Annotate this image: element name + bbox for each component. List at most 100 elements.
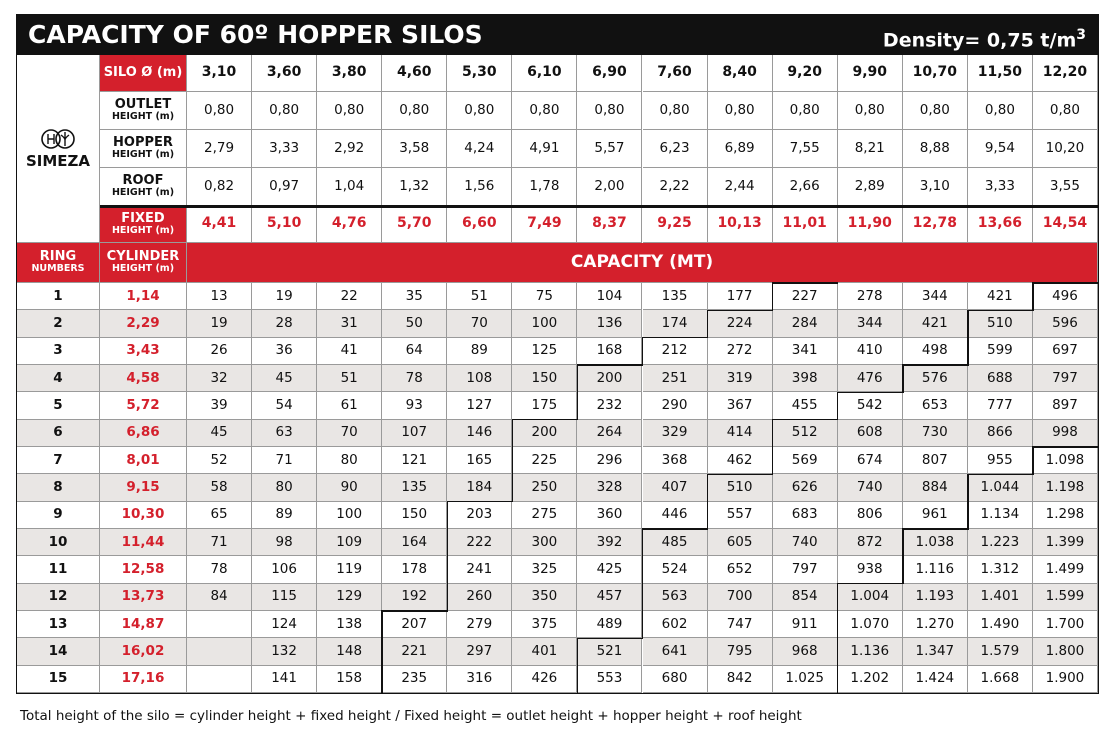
capacity-cell: 78 [187, 556, 253, 584]
value: 136 [596, 315, 623, 332]
value: 697 [1052, 342, 1078, 359]
capacity-cell: 98 [252, 529, 318, 557]
capacity-cell: 897 [1032, 392, 1098, 420]
logo-cell: SIMEZA [17, 55, 100, 243]
value: 19 [210, 315, 228, 332]
value: 1.202 [850, 670, 890, 687]
capacity-cell: 1.399 [1032, 529, 1098, 557]
ring-number: 14 [17, 638, 100, 666]
value: 807 [921, 451, 948, 468]
capacity-cell: 90 [317, 474, 383, 502]
capacity-cell: 596 [1032, 310, 1098, 338]
value: 58 [210, 479, 228, 496]
dimension-cell: 5,70 [382, 206, 448, 243]
value: 542 [856, 397, 883, 414]
dimension-cell: 0,82 [187, 168, 253, 206]
value: 462 [726, 451, 753, 468]
dimension-cell: 10,20 [1032, 130, 1098, 168]
value: 328 [596, 479, 623, 496]
value: 279 [466, 615, 493, 632]
value: 10,70 [912, 64, 957, 81]
value: 5,10 [266, 215, 302, 232]
value: 12 [48, 588, 68, 605]
capacity-cell: 225 [512, 447, 578, 475]
value: 1.312 [980, 561, 1020, 578]
value: 71 [275, 451, 293, 468]
capacity-cell: 1.134 [967, 501, 1033, 529]
header: CAPACITY (MT) [570, 252, 714, 273]
capacity-cell: 184 [447, 474, 513, 502]
capacity-cell: 35 [382, 283, 448, 311]
dimension-cell: 1,32 [382, 168, 448, 206]
capacity-cell: 911 [772, 611, 838, 639]
capacity-cell: 360 [577, 501, 643, 529]
value: 9 [53, 506, 63, 523]
capacity-cell: 1.025 [772, 665, 838, 693]
capacity-cell: 1.193 [902, 583, 968, 611]
ring-number: 10 [17, 529, 100, 557]
capacity-cell: 58 [187, 474, 253, 502]
value: 212 [661, 342, 688, 359]
capacity-cell: 70 [447, 310, 513, 338]
dimension-cell: 0,80 [707, 92, 773, 130]
dimension-cell: 0,80 [447, 92, 513, 130]
value: 1.800 [1045, 643, 1085, 660]
value: 1.025 [785, 670, 824, 687]
rule [836, 582, 839, 694]
value: 0,80 [854, 102, 885, 119]
value: 563 [661, 588, 688, 605]
sublabel: HEIGHT (m) [111, 149, 175, 161]
dimension-cell: 2,44 [707, 168, 773, 206]
dimension-cell: 2,22 [642, 168, 708, 206]
capacity-cell: 608 [837, 419, 903, 447]
dimension-cell: 5,57 [577, 130, 643, 168]
value: 80 [340, 451, 358, 468]
value: 425 [596, 561, 623, 578]
value: 0,80 [204, 102, 235, 119]
value: 222 [466, 533, 493, 550]
value: 961 [921, 506, 948, 523]
value: 132 [271, 643, 297, 660]
dimension-cell: 1,56 [447, 168, 513, 206]
capacity-header: CAPACITY (MT) [187, 243, 1098, 283]
capacity-cell: 747 [707, 611, 773, 639]
value: 135 [401, 479, 428, 496]
dimension-cell: 3,10 [902, 168, 968, 206]
capacity-cell: 1.270 [902, 611, 968, 639]
value: 730 [921, 424, 948, 441]
value: 7,49 [527, 215, 562, 232]
capacity-cell: 125 [512, 337, 578, 365]
value: 9,20 [787, 64, 822, 81]
value: 52 [210, 451, 228, 468]
value: 6 [53, 424, 63, 441]
value: 165 [466, 451, 493, 468]
value: 150 [531, 369, 558, 386]
dimension-cell: 4,60 [382, 55, 448, 92]
capacity-cell: 510 [707, 474, 773, 502]
value: 489 [596, 615, 623, 632]
value: 227 [791, 287, 818, 304]
capacity-cell: 700 [707, 583, 773, 611]
value: 80 [275, 479, 293, 496]
capacity-cell: 200 [512, 419, 578, 447]
value: 235 [401, 670, 428, 687]
value: 200 [596, 369, 623, 386]
capacity-cell: 175 [512, 392, 578, 420]
value: 7,60 [657, 64, 692, 81]
rule [642, 528, 708, 530]
value: 7,55 [789, 140, 820, 157]
value: 225 [531, 451, 558, 468]
value: 2,44 [724, 178, 755, 195]
density-text: Density= 0,75 t/m [882, 29, 1077, 52]
value: 683 [791, 506, 818, 523]
value: 842 [726, 670, 753, 687]
dimension-cell: 8,88 [902, 130, 968, 168]
value: 10,13 [717, 215, 762, 232]
capacity-cell: 425 [577, 556, 643, 584]
value: 51 [340, 369, 358, 386]
capacity-cell: 297 [447, 638, 513, 666]
capacity-cell: 75 [512, 283, 578, 311]
value: 89 [275, 506, 293, 523]
value: 51 [470, 287, 488, 304]
dimension-cell: 6,23 [642, 130, 708, 168]
